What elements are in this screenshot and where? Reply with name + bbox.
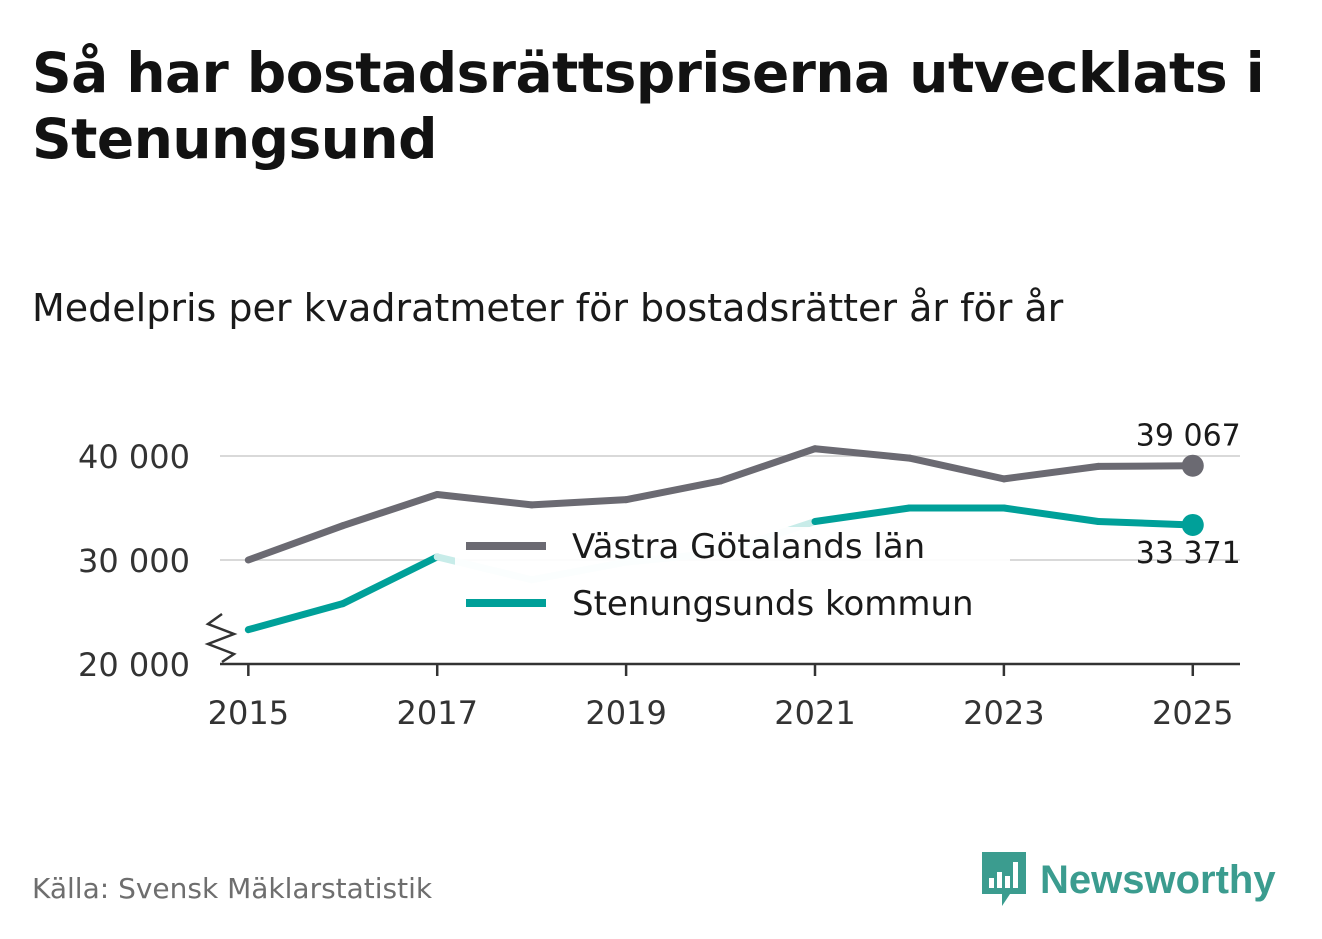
x-tick-label: 2015 (208, 694, 289, 732)
y-tick-label: 20 000 (78, 646, 190, 684)
x-tick-label: 2023 (963, 694, 1044, 732)
legend-label-0: Västra Götalands län (572, 527, 925, 567)
series-1-end-point (1181, 513, 1204, 536)
series-0-segment (622, 477, 725, 504)
series-0-segment (1000, 462, 1102, 483)
x-tick-label: 2025 (1152, 694, 1233, 732)
chart-subtitle: Medelpris per kvadratmeter för bostadsrä… (32, 286, 1064, 330)
x-tick-label: 2019 (585, 694, 666, 732)
legend: Västra Götalands län Stenungsunds kommun (455, 527, 1010, 627)
x-tick-label: 2017 (397, 694, 478, 732)
series-0-end-point (1181, 454, 1204, 477)
newsworthy-logo-icon (982, 852, 1026, 906)
series-0-segment (528, 496, 630, 509)
series-0-segment (244, 522, 347, 564)
series-1-segment (811, 504, 913, 526)
y-tick-label: 30 000 (78, 542, 190, 580)
series-0-segment (433, 490, 536, 509)
end-label-series-1: 33 371 (1136, 536, 1241, 571)
brand-logo[interactable]: Newsworthy (980, 850, 1276, 910)
y-tick-label: 40 000 (78, 438, 190, 476)
end-label-series-0: 39 067 (1136, 419, 1241, 454)
axes: 20 000 30 000 40 000 2015 2017 2019 2021 2023 20… (78, 438, 1240, 732)
series-1-segment (1000, 504, 1102, 526)
series-1-segment (244, 600, 347, 634)
x-tick-label: 2021 (774, 694, 855, 732)
legend-label-1: Stenungsunds kommun (572, 584, 974, 624)
series-1-segment (339, 553, 441, 608)
source-note: Källa: Svensk Mäklarstatistik (32, 872, 433, 905)
brand-name: Newsworthy (1040, 857, 1276, 902)
series-0-segment (339, 490, 441, 530)
series-0-segment (717, 445, 819, 485)
series-1-segment (1094, 518, 1197, 529)
chart-title: Så har bostadsrättspriserna utvecklats i… (32, 41, 1265, 171)
series-0-segment (905, 454, 1008, 483)
series-0-segment (811, 445, 913, 462)
axis-break-icon (204, 612, 238, 664)
data-labels: 39 067 33 371 (1136, 419, 1241, 571)
series-0-segment (1094, 462, 1197, 470)
legend-background (455, 527, 1010, 627)
